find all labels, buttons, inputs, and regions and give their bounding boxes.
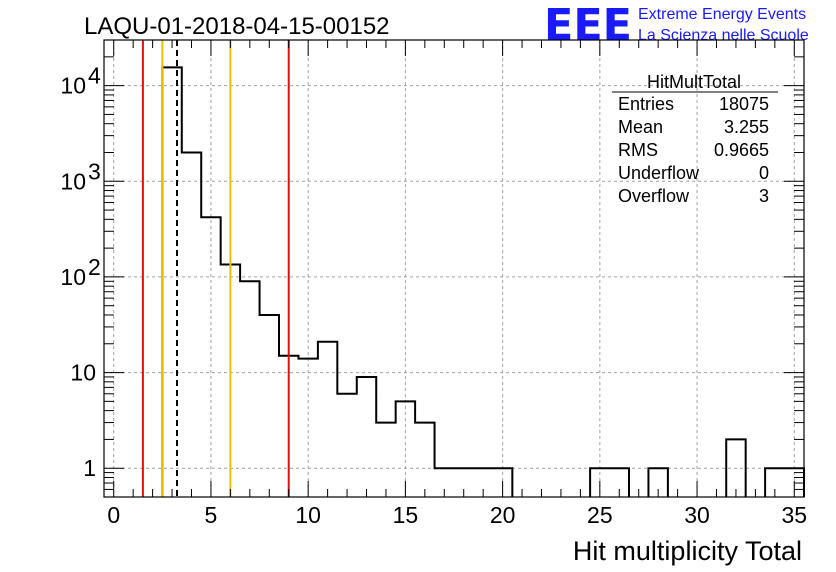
histogram xyxy=(161,66,805,497)
logo-line-2: La Scienza nelle Scuole xyxy=(638,27,809,44)
x-tick-labels: 0 5 10 15 20 25 30 35 xyxy=(107,502,807,528)
y-tick-exponent: 4 xyxy=(88,63,101,89)
eee-logo-text: EEE xyxy=(544,0,632,51)
run-title: LAQU-01-2018-04-15-00152 xyxy=(84,13,390,40)
stats-value: 0 xyxy=(759,163,769,183)
stats-value: 18075 xyxy=(719,94,769,114)
stats-label: RMS xyxy=(618,140,658,160)
stats-label: Mean xyxy=(618,117,663,137)
y-tick-label: 1 xyxy=(83,455,96,481)
x-tick-label: 0 xyxy=(107,502,120,528)
stats-title: HitMultTotal xyxy=(647,72,741,92)
stats-value: 3.255 xyxy=(724,117,769,137)
x-tick-label: 30 xyxy=(684,502,710,528)
x-tick-label: 20 xyxy=(490,502,516,528)
x-tick-label: 25 xyxy=(587,502,613,528)
stats-value: 3 xyxy=(759,186,769,206)
y-tick-label: 10 xyxy=(60,264,86,290)
x-tick-label: 10 xyxy=(295,502,321,528)
stats-label: Entries xyxy=(618,94,674,114)
x-tick-label: 5 xyxy=(205,502,218,528)
x-tick-label: 15 xyxy=(393,502,419,528)
stats-label: Overflow xyxy=(618,186,690,206)
stats-value: 0.9665 xyxy=(714,140,769,160)
stats-label: Underflow xyxy=(618,163,700,183)
histogram-outline xyxy=(161,66,805,497)
stats-box: HitMultTotal Entries 18075 Mean 3.255 RMS 0.9… xyxy=(612,72,778,206)
stats-rows: Entries 18075 Mean 3.255 RMS 0.9665 Underflow 0… xyxy=(618,94,769,206)
axis-ticks xyxy=(104,39,804,498)
plot-frame xyxy=(103,39,805,498)
logo-line-1: Extreme Energy Events xyxy=(638,6,806,23)
x-axis-title: Hit multiplicity Total xyxy=(573,536,802,566)
grid xyxy=(104,40,804,497)
marker-lines xyxy=(141,40,290,497)
y-tick-label: 10 xyxy=(70,360,96,386)
x-tick-label: 35 xyxy=(781,502,807,528)
y-tick-exponent: 3 xyxy=(88,158,101,184)
y-tick-label: 10 xyxy=(60,168,86,194)
y-tick-exponent: 2 xyxy=(88,254,101,280)
y-tick-label: 10 xyxy=(60,73,86,99)
